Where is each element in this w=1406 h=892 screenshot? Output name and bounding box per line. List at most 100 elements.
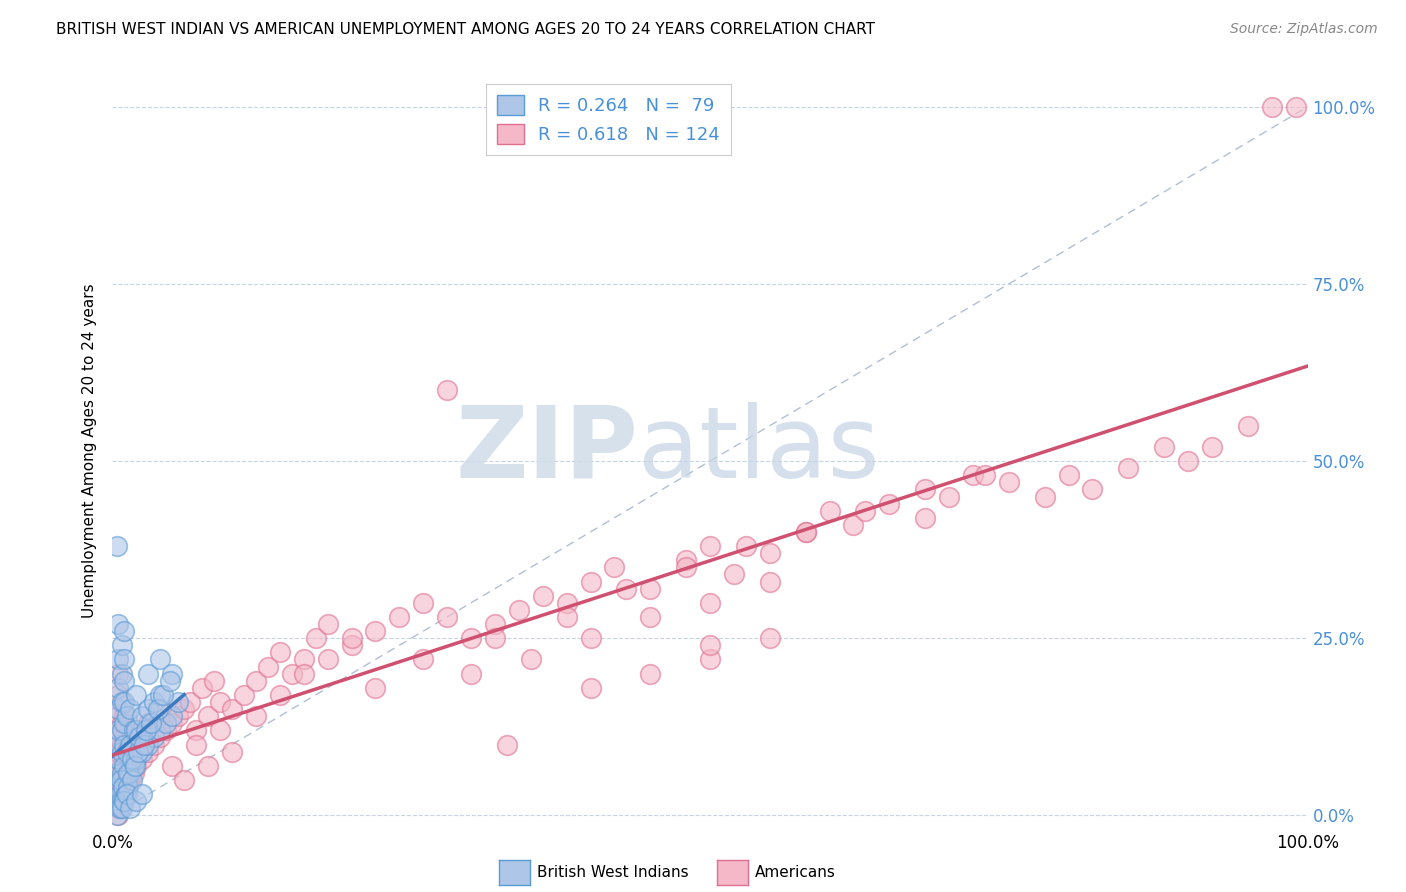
Point [111, 759, 134, 773]
Point [221, 745, 243, 759]
Point [233, 688, 256, 702]
Point [269, 645, 291, 659]
Point [412, 596, 434, 610]
Point [496, 738, 519, 752]
Y-axis label: Unemployment Among Ages 20 to 24 years: Unemployment Among Ages 20 to 24 years [82, 283, 97, 618]
Text: atlas: atlas [638, 402, 880, 499]
Point [105, 539, 128, 553]
Point [675, 553, 697, 567]
Point [579, 681, 602, 695]
Point [138, 745, 160, 759]
Point [107, 688, 129, 702]
Point [186, 738, 208, 752]
Point [138, 666, 160, 681]
Point [531, 589, 554, 603]
Point [107, 765, 129, 780]
Point [1285, 100, 1308, 114]
Point [173, 772, 195, 787]
Point [107, 794, 129, 808]
Point [125, 688, 148, 702]
Point [122, 759, 145, 773]
Point [245, 673, 267, 688]
Point [107, 709, 129, 723]
Legend: R = 0.264   N =  79, R = 0.618   N = 124: R = 0.264 N = 79, R = 0.618 N = 124 [486, 84, 731, 154]
Point [111, 801, 134, 815]
Point [699, 638, 721, 652]
Point [269, 688, 291, 702]
Point [115, 787, 138, 801]
Point [114, 738, 135, 752]
Point [107, 723, 129, 738]
Point [167, 695, 190, 709]
Point [138, 738, 160, 752]
Point [138, 716, 160, 731]
Point [114, 695, 135, 709]
Point [114, 780, 135, 794]
Point [152, 688, 174, 702]
Point [1261, 100, 1284, 114]
Point [120, 801, 142, 815]
Point [111, 765, 134, 780]
Text: Americans: Americans [755, 865, 837, 880]
Point [842, 517, 865, 532]
Point [120, 738, 142, 752]
Point [699, 596, 721, 610]
Point [120, 765, 142, 780]
Point [114, 759, 135, 773]
Point [124, 759, 146, 773]
Point [114, 752, 135, 766]
Point [111, 745, 134, 759]
Point [699, 539, 721, 553]
Point [412, 652, 434, 666]
Point [155, 716, 177, 731]
Point [364, 681, 387, 695]
Point [281, 666, 304, 681]
Point [735, 539, 758, 553]
Point [128, 731, 150, 745]
Point [114, 731, 135, 745]
Point [114, 794, 135, 808]
Point [149, 723, 172, 738]
Point [579, 574, 602, 589]
Point [120, 752, 142, 766]
Point [149, 688, 172, 702]
Point [107, 681, 129, 695]
Text: BRITISH WEST INDIAN VS AMERICAN UNEMPLOYMENT AMONG AGES 20 TO 24 YEARS CORRELATI: BRITISH WEST INDIAN VS AMERICAN UNEMPLOY… [56, 22, 876, 37]
Point [107, 666, 129, 681]
Point [131, 723, 153, 738]
Text: British West Indians: British West Indians [537, 865, 689, 880]
Point [186, 723, 208, 738]
Point [108, 801, 131, 815]
Point [257, 659, 280, 673]
Point [245, 709, 267, 723]
Point [107, 787, 129, 801]
Point [114, 787, 135, 801]
Point [117, 765, 139, 780]
Point [108, 801, 131, 815]
Point [316, 652, 339, 666]
Point [1081, 483, 1104, 497]
Point [114, 709, 135, 723]
Point [111, 738, 134, 752]
Point [107, 738, 129, 752]
Point [914, 510, 936, 524]
Point [460, 632, 482, 646]
Point [436, 383, 458, 397]
Point [125, 731, 148, 745]
Point [1118, 461, 1140, 475]
Point [340, 638, 363, 652]
Point [143, 738, 166, 752]
Point [108, 787, 131, 801]
Point [855, 504, 877, 518]
Point [139, 716, 162, 731]
Point [149, 702, 172, 716]
Point [179, 695, 201, 709]
Point [131, 752, 153, 766]
Point [675, 560, 697, 574]
Point [111, 780, 134, 794]
Point [114, 772, 135, 787]
Point [146, 702, 169, 716]
Point [388, 610, 411, 624]
Point [292, 666, 315, 681]
Point [107, 780, 129, 794]
